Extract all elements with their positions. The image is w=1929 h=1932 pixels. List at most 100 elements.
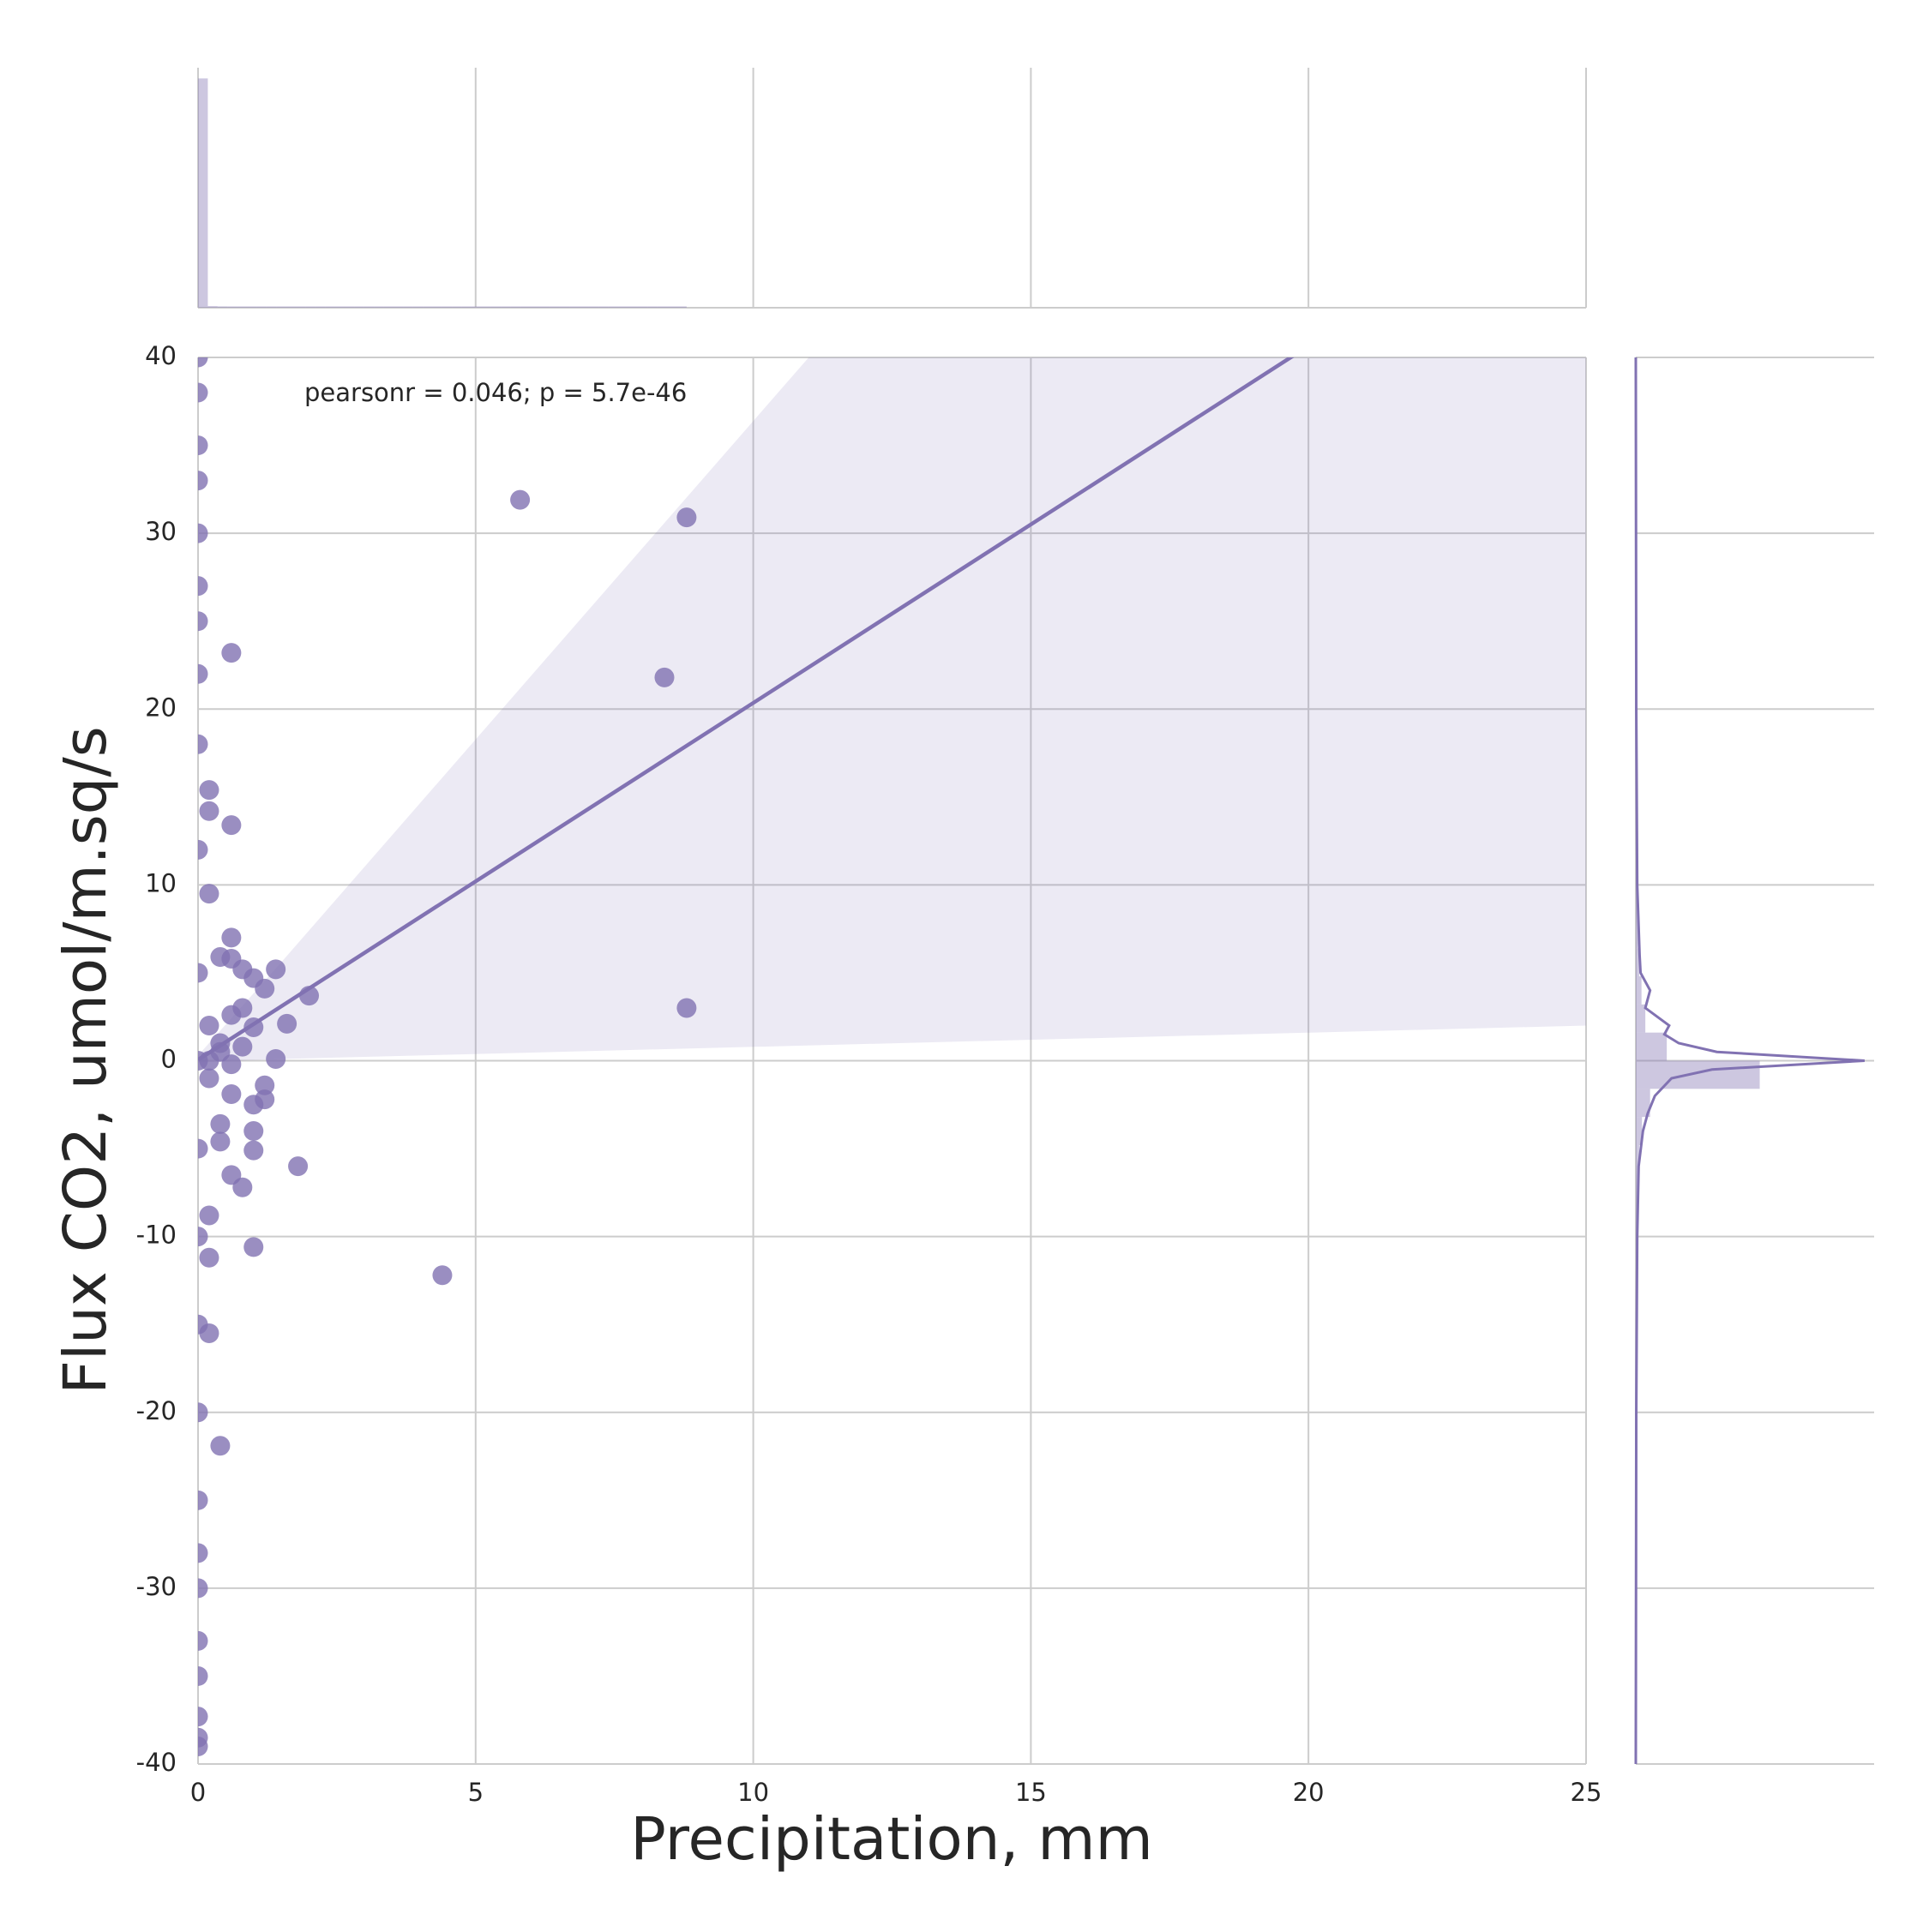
x-marginal-bar [559,306,570,308]
x-marginal-bar [550,306,560,308]
point [198,963,208,983]
x-marginal-bar [364,306,375,308]
y-axis-title: Flux CO2, umol/m.sq/s [51,726,120,1394]
y-tick-label: -40 [136,1748,177,1777]
point [199,1015,219,1035]
y-marginal-bar [1636,891,1638,921]
y-marginal-bar [1636,1089,1650,1118]
y-marginal-bar [1636,920,1638,949]
point [199,1247,219,1268]
x-marginal-bar [530,306,540,308]
point [198,1490,208,1510]
point [432,1265,453,1286]
y-marginal-bar [1636,1173,1638,1202]
point [266,959,286,980]
x-marginal-bar [246,306,257,308]
point [255,1075,275,1095]
x-marginal-bar [374,306,384,308]
x-marginal-bar [501,306,511,308]
x-marginal-bar [510,306,521,308]
x-marginal-bar [217,306,228,308]
x-tick-label: 25 [1571,1778,1602,1807]
x-marginal-bar [520,306,531,308]
x-marginal-bar [588,306,599,308]
y-tick-label: 40 [145,341,177,370]
y-tick-label: 20 [145,693,177,722]
x-marginal-bar [490,306,502,308]
x-tick-label: 10 [737,1778,769,1807]
point [221,1005,242,1025]
point [255,978,275,999]
x-marginal-bar [334,306,345,308]
point [221,927,242,948]
point [266,1048,286,1069]
y-marginal-bar [1636,948,1639,977]
x-marginal-bar [198,78,208,308]
x-marginal-bar [315,306,326,308]
point [198,1736,208,1756]
x-marginal-bar [227,306,237,308]
y-marginal-bar [1636,1004,1646,1033]
point [510,489,531,510]
y-tick-label: 10 [145,868,177,897]
point [221,643,242,663]
point [198,1578,208,1599]
point [198,1227,208,1247]
x-marginal-bar [618,306,628,308]
point [232,1036,253,1057]
point [198,576,208,597]
point [198,734,208,754]
y-tick-label: -20 [136,1396,177,1425]
marginals [198,78,1865,1765]
x-marginal-bar [256,306,267,308]
y-marginal-bar [1636,1144,1639,1173]
x-tick-label: 15 [1015,1778,1047,1807]
point [199,884,219,904]
x-marginal-bar [344,306,355,308]
x-marginal-bar [412,306,424,308]
x-marginal-bar [481,306,491,308]
point [288,1156,309,1177]
x-marginal-bar [461,306,472,308]
point [243,1121,264,1142]
point [221,815,242,836]
x-marginal-bar [423,306,433,308]
point [198,1543,208,1563]
point [210,1113,231,1134]
x-marginal-bar [383,306,394,308]
point [198,1402,208,1423]
y-tick-label: 0 [161,1045,177,1074]
x-tick-label: 5 [468,1778,484,1807]
point [199,801,219,821]
point [232,1177,253,1197]
y-marginal-bar [1636,976,1642,1005]
point [198,471,208,491]
point [198,611,208,632]
x-marginal-bar [305,306,315,308]
x-marginal-bar [579,306,589,308]
x-marginal-bar [325,306,335,308]
x-marginal-bar [628,306,638,308]
x-axis-title: Precipitation, mm [630,1805,1153,1874]
x-marginal-bar [657,306,668,308]
point [198,435,208,456]
point [221,949,242,969]
x-marginal-bar [472,306,482,308]
point [676,998,697,1018]
x-marginal-bar [667,306,677,308]
point [198,357,208,368]
x-marginal-bar [647,306,658,308]
point [198,663,208,684]
point [243,1095,264,1115]
plot-area [198,357,1586,1756]
x-marginal-bar [432,306,442,308]
point [654,667,675,687]
x-marginal-bar [539,306,550,308]
y-tick-label: -30 [136,1572,177,1601]
point [221,1083,242,1104]
x-tick-label: 0 [190,1778,206,1807]
x-marginal-bar [237,306,247,308]
point [676,507,697,528]
